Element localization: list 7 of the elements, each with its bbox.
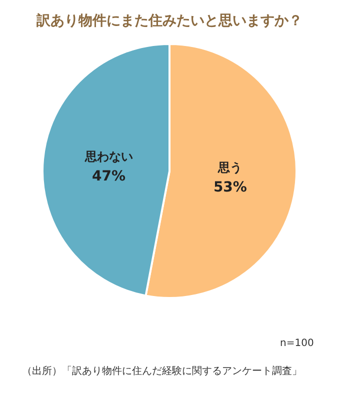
- text: （出所）「訳あり物件に住んだ経験に関するアンケート調査」: [22, 364, 303, 379]
- slice-label: 思わない: [84, 149, 133, 164]
- text: n=100: [280, 338, 314, 349]
- data-label: 47%: [92, 168, 126, 184]
- data-label: 53%: [213, 180, 247, 196]
- slice-label: 思う: [217, 160, 242, 175]
- chart-title: 訳あり物件にまた住みたいと思いますか？: [36, 13, 302, 29]
